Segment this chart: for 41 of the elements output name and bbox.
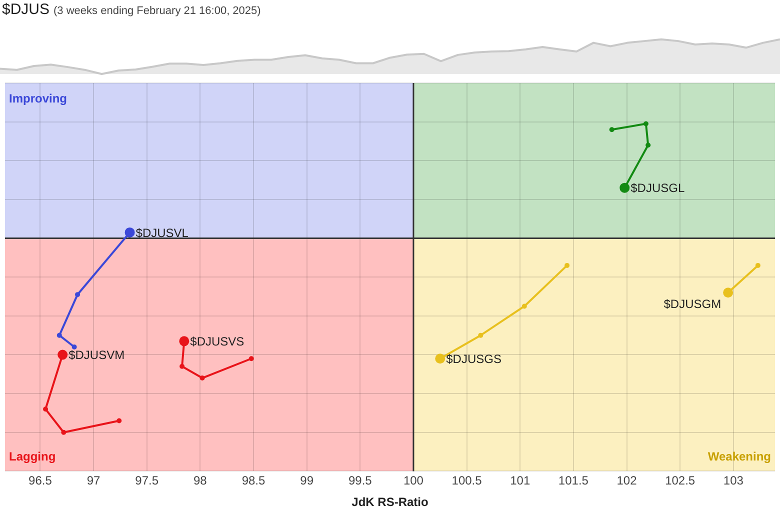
point: [646, 142, 651, 148]
text: Lagging: [9, 450, 56, 464]
series-label: $DJUSVL: [136, 226, 189, 240]
point: [609, 127, 614, 132]
point: [200, 376, 205, 381]
x-tick-label: 100.5: [452, 474, 482, 488]
chart-subtitle: (3 weeks ending February 21 16:00, 2025): [54, 5, 261, 17]
x-tick-label: 97.5: [135, 474, 159, 488]
x-tick-label: 101.5: [558, 474, 589, 488]
point: [61, 430, 66, 435]
x-tick-label: 98.5: [242, 474, 266, 488]
point: [72, 344, 77, 350]
point: [43, 406, 48, 412]
chart-title: $DJUS: [2, 1, 50, 18]
point: [522, 304, 527, 309]
series-label: $DJUSGM: [664, 296, 722, 311]
series-label: $DJUSGS: [446, 352, 502, 366]
point: [248, 356, 254, 362]
x-tick-label: 97: [86, 474, 101, 488]
point: [180, 364, 185, 369]
series-label: $DJUSVS: [190, 334, 244, 348]
x-axis-title: JdK RS-Ratio: [352, 495, 428, 510]
series-label: $DJUSGL: [630, 181, 685, 196]
x-tick-label: 96.5: [28, 474, 52, 488]
x-tick-label: 99.5: [348, 474, 372, 488]
x-tick-label: 99: [300, 474, 314, 488]
text: Weakening: [708, 450, 771, 464]
point: [75, 292, 80, 298]
x-tick-label: 101: [510, 474, 530, 488]
point: [56, 332, 62, 338]
x-tick-label: 102.5: [665, 474, 696, 488]
series-label: $DJUSVM: [68, 348, 125, 362]
x-tick-label: 102: [616, 474, 638, 488]
x-tick-label: 98: [193, 474, 208, 488]
point: [643, 121, 648, 126]
text: Improving: [9, 91, 68, 106]
point: [116, 418, 122, 424]
x-tick-label: 100: [403, 474, 424, 488]
point: [478, 332, 484, 338]
x-tick-label: 103: [723, 474, 744, 488]
point: [564, 262, 570, 268]
